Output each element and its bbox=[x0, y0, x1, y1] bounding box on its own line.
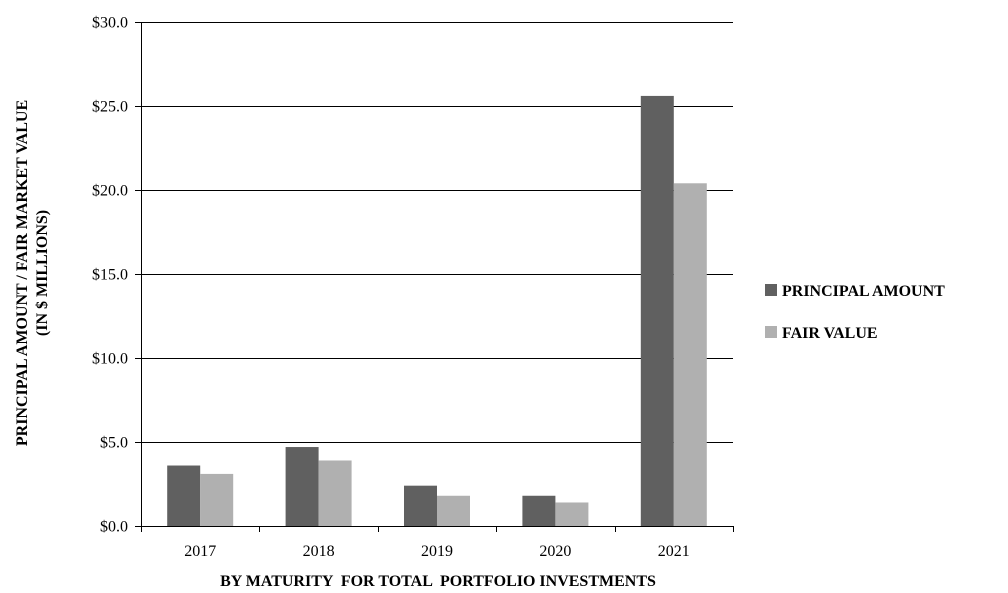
x-axis-tick-labels: 2017 2018 2019 2020 2021 bbox=[141, 526, 734, 560]
bar-fair-value bbox=[555, 502, 589, 526]
legend-label-fair-value: FAIR VALUE bbox=[782, 325, 878, 342]
y-tick-label: $10.0 bbox=[92, 351, 128, 368]
bar-principal-amount bbox=[522, 495, 556, 526]
gridlines bbox=[135, 22, 733, 527]
bars bbox=[167, 95, 707, 527]
x-tick-label: 2020 bbox=[539, 543, 571, 560]
y-tick-label: $30.0 bbox=[92, 15, 128, 32]
bar-fair-value bbox=[318, 460, 352, 526]
bar-fair-value bbox=[200, 473, 234, 526]
x-tick-label: 2017 bbox=[184, 543, 216, 560]
y-tick-label: $0.0 bbox=[100, 519, 128, 536]
legend: PRINCIPAL AMOUNT FAIR VALUE bbox=[765, 283, 945, 342]
y-axis-title-line-2: (IN $ MILLIONS) bbox=[34, 210, 51, 336]
bar-principal-amount bbox=[167, 465, 201, 526]
legend-swatch-fair-value bbox=[765, 326, 777, 338]
axes bbox=[141, 22, 733, 527]
y-tick-label: $15.0 bbox=[92, 267, 128, 284]
bar-principal-amount bbox=[404, 485, 437, 526]
bar-fair-value bbox=[437, 495, 470, 526]
y-tick-label: $5.0 bbox=[100, 435, 128, 452]
y-tick-label: $20.0 bbox=[92, 183, 128, 200]
y-axis-tick-labels: $0.0 $5.0 $10.0 $15.0 $20.0 $25.0 $30.0 bbox=[92, 15, 128, 536]
x-tick-label: 2021 bbox=[658, 543, 690, 560]
y-tick-label: $25.0 bbox=[92, 99, 128, 116]
bar-principal-amount bbox=[640, 95, 674, 527]
x-axis-title: BY MATURITY FOR TOTAL PORTFOLIO INVESTME… bbox=[220, 573, 656, 590]
x-tick-label: 2019 bbox=[421, 543, 453, 560]
y-axis-title-line-1: PRINCIPAL AMOUNT / FAIR MARKET VALUE bbox=[14, 100, 31, 446]
legend-label-principal-amount: PRINCIPAL AMOUNT bbox=[782, 283, 945, 300]
bar-fair-value bbox=[673, 183, 707, 526]
legend-swatch-principal-amount bbox=[765, 284, 777, 296]
bar-principal-amount bbox=[285, 447, 319, 526]
x-tick-label: 2018 bbox=[303, 543, 335, 560]
